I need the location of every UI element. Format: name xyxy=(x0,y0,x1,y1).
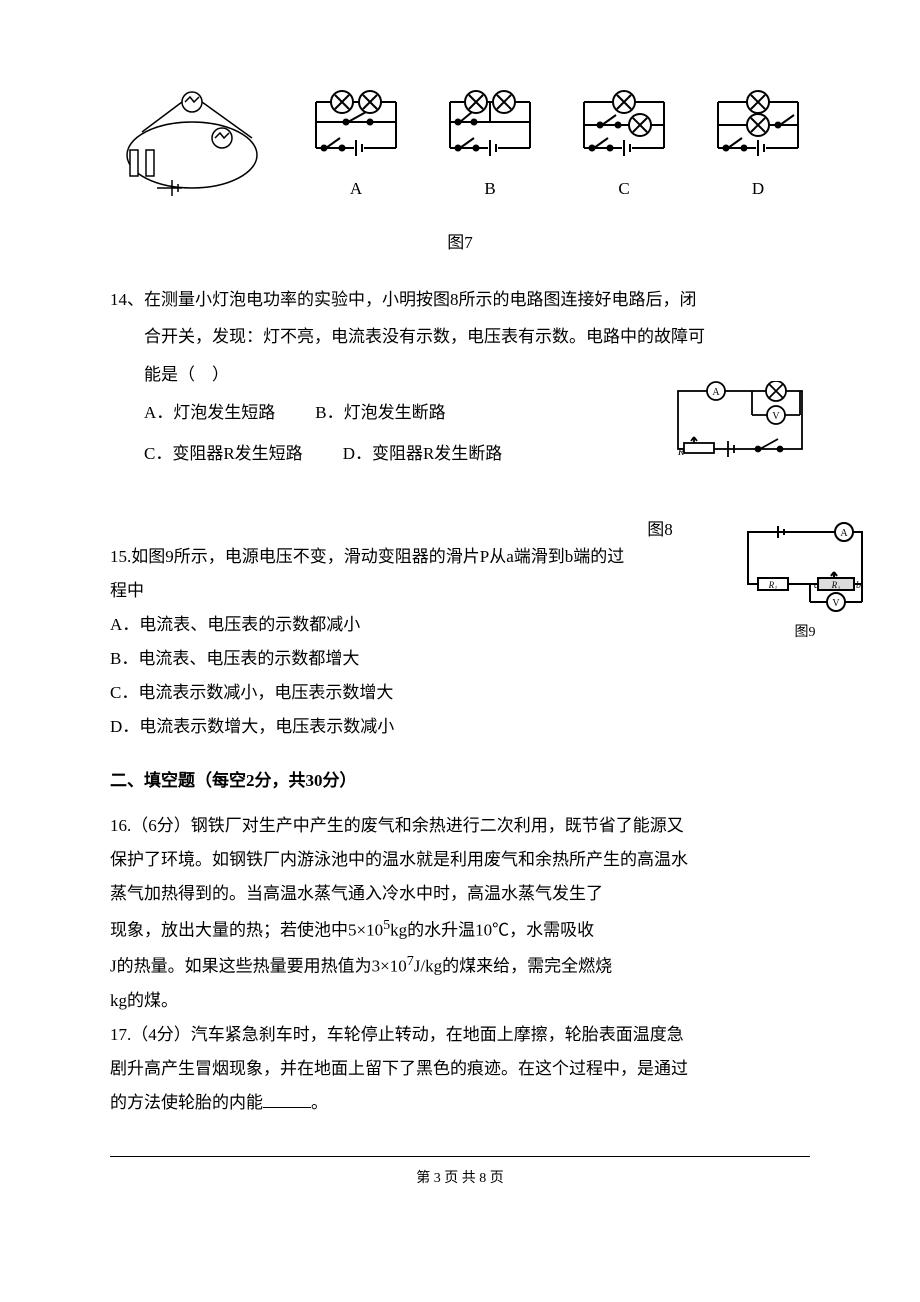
q15-optA: A．电流表、电压表的示数都减小 xyxy=(110,608,810,642)
fig7-option-d: D xyxy=(708,82,808,199)
svg-text:V: V xyxy=(772,411,780,422)
fig7-caption: 图7 xyxy=(110,228,810,253)
q15-optC: C．电流表示数减小，电压表示数增大 xyxy=(110,676,810,710)
svg-text:a: a xyxy=(814,580,819,591)
svg-text:R: R xyxy=(677,447,684,458)
q15-line2: 程中 xyxy=(110,574,810,608)
q14-optA: A．灯泡发生短路 xyxy=(144,393,275,434)
q17-line1: 17.（4分）汽车紧急刹车时，车轮停止转动，在地面上摩擦，轮胎表面温度急 xyxy=(110,1018,810,1052)
fig7-d-circuit-icon xyxy=(708,82,808,172)
svg-text:A: A xyxy=(712,387,720,398)
q16-line1: 16.（6分）钢铁厂对生产中产生的废气和余热进行二次利用，既节省了能源又 xyxy=(110,809,810,843)
svg-text:b: b xyxy=(856,580,861,591)
q16-exp2: 7 xyxy=(407,953,414,969)
q17-line3b: 。 xyxy=(311,1093,328,1112)
question-14: 14、在测量小灯泡电功率的实验中，小明按图8所示的电路图连接好电路后，闭 合开关… xyxy=(110,281,810,475)
fig7-option-b: B xyxy=(440,82,540,199)
fig9-circuit-icon: A R₁ R₂ a b V xyxy=(740,522,870,612)
question-15: 15.如图9所示，电源电压不变，滑动变阻器的滑片P从a端滑到b端的过 程中 A．… xyxy=(110,540,810,744)
page-footer: 第 3 页 共 8 页 xyxy=(110,1167,810,1187)
q15-line1: 15.如图9所示，电源电压不变，滑动变阻器的滑片P从a端滑到b端的过 xyxy=(110,540,810,574)
fig7-left-circuit-icon xyxy=(112,80,272,200)
fig8-circuit-icon: A V R xyxy=(670,381,810,471)
q16-line5: J的热量。如果这些热量要用热值为3×107J/kg的煤来给，需完全燃烧 xyxy=(110,947,810,984)
q16-line4b: kg的水升温10℃，水需吸收 xyxy=(390,920,594,939)
svg-text:R₂: R₂ xyxy=(831,580,841,590)
q16-line4: 现象，放出大量的热；若使池中5×105kg的水升温10℃，水需吸收 xyxy=(110,911,810,948)
q14-optD: D．变阻器R发生断路 xyxy=(343,434,503,475)
svg-text:R₁: R₁ xyxy=(768,580,778,590)
q17-blank xyxy=(263,1091,311,1108)
fig7-option-c: C xyxy=(574,82,674,199)
fig7-b-circuit-icon xyxy=(440,82,540,172)
q14-line2: 合开关，发现：灯不亮，电流表没有示数，电压表有示数。电路中的故障可 xyxy=(144,318,810,355)
q16-line4a: 现象，放出大量的热；若使池中5×10 xyxy=(110,920,383,939)
fig7-a-label: A xyxy=(306,179,406,199)
fig7-a-circuit-icon xyxy=(306,82,406,172)
fig7-c-circuit-icon xyxy=(574,82,674,172)
figure-9: A R₁ R₂ a b V 图9 xyxy=(740,522,870,641)
fig7-d-label: D xyxy=(708,179,808,199)
q15-optB: B．电流表、电压表的示数都增大 xyxy=(110,642,810,676)
q14-optB: B．灯泡发生断路 xyxy=(315,393,445,434)
q14-optC: C．变阻器R发生短路 xyxy=(144,434,303,475)
q14-line1: 14、在测量小灯泡电功率的实验中，小明按图8所示的电路图连接好电路后，闭 xyxy=(110,281,810,318)
figure-7-row: A xyxy=(110,80,810,200)
q17-line2: 剧升高产生冒烟现象，并在地面上留下了黑色的痕迹。在这个过程中，是通过 xyxy=(110,1052,810,1086)
q16-line2: 保护了环境。如钢铁厂内游泳池中的温水就是利用废气和余热所产生的高温水 xyxy=(110,843,810,877)
page-container: A xyxy=(0,0,920,1227)
fig7-b-label: B xyxy=(440,179,540,199)
svg-text:V: V xyxy=(832,598,840,609)
q17-line3a: 的方法使轮胎的内能 xyxy=(110,1093,263,1112)
fig7-option-a: A xyxy=(306,82,406,199)
q15-optD: D．电流表示数增大，电压表示数减小 xyxy=(110,710,810,744)
q16-line5a: J的热量。如果这些热量要用热值为3×10 xyxy=(110,957,407,976)
q16-line3: 蒸气加热得到的。当高温水蒸气通入冷水中时，高温水蒸气发生了 xyxy=(110,877,810,911)
figure-8: A V R xyxy=(670,381,810,476)
q16-line5b: J/kg的煤来给，需完全燃烧 xyxy=(414,957,612,976)
section2-title: 二、填空题（每空2分，共30分） xyxy=(110,766,810,791)
svg-text:A: A xyxy=(840,528,848,539)
q16-line6: kg的煤。 xyxy=(110,984,810,1018)
fig7-c-label: C xyxy=(574,179,674,199)
q17-line3: 的方法使轮胎的内能 。 xyxy=(110,1086,810,1120)
footer-divider xyxy=(110,1156,810,1157)
fig9-caption: 图9 xyxy=(740,621,870,641)
